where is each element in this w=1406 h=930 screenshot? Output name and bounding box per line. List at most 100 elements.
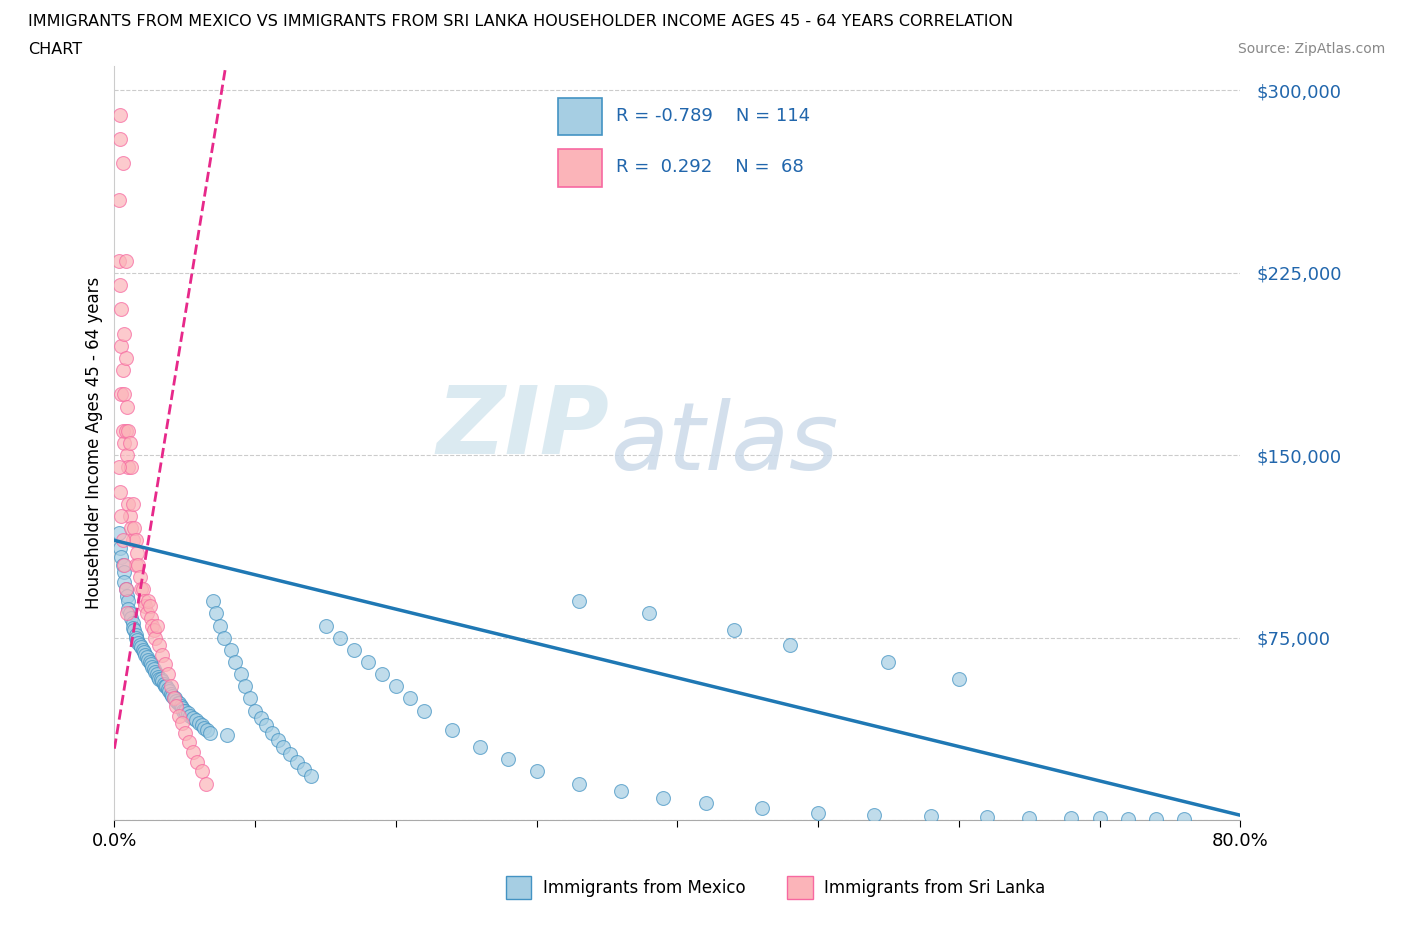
Point: [132, 593, 155, 608]
Point: [112, 435, 135, 450]
Point: [114, 581, 136, 596]
Point: [863, 808, 886, 823]
Point: [254, 718, 277, 733]
Point: [110, 509, 132, 524]
Point: [112, 326, 135, 341]
Point: [181, 711, 204, 725]
Point: [723, 623, 745, 638]
Point: [163, 691, 186, 706]
Point: [110, 550, 132, 565]
Point: [107, 193, 129, 207]
Point: [142, 623, 165, 638]
Point: [179, 708, 201, 723]
Point: [948, 671, 970, 686]
Point: [413, 703, 436, 718]
Point: [110, 339, 132, 353]
Point: [177, 735, 200, 750]
Point: [807, 805, 830, 820]
Point: [167, 696, 190, 711]
Point: [212, 631, 235, 645]
Point: [111, 156, 134, 171]
Point: [173, 725, 195, 740]
Point: [128, 638, 150, 653]
Point: [159, 679, 181, 694]
Point: [204, 606, 226, 621]
Point: [118, 509, 141, 524]
Point: [195, 723, 218, 737]
Point: [115, 399, 138, 414]
Point: [131, 643, 153, 658]
Point: [108, 540, 131, 555]
Point: [1173, 812, 1195, 827]
Point: [1018, 810, 1040, 825]
Point: [156, 682, 179, 697]
Point: [526, 764, 548, 779]
Point: [184, 713, 207, 728]
Point: [107, 460, 129, 475]
Point: [198, 725, 221, 740]
Point: [122, 623, 145, 638]
Point: [190, 764, 212, 779]
Point: [138, 655, 160, 670]
Point: [779, 638, 801, 653]
Text: R = -0.789    N = 114: R = -0.789 N = 114: [616, 107, 810, 126]
Point: [224, 655, 246, 670]
Point: [329, 631, 352, 645]
Point: [162, 691, 184, 706]
Point: [652, 790, 675, 805]
Point: [169, 698, 191, 713]
Point: [108, 132, 131, 147]
Point: [1116, 811, 1139, 826]
Text: R =  0.292    N =  68: R = 0.292 N = 68: [616, 158, 804, 177]
Point: [136, 652, 159, 667]
Point: [148, 671, 170, 686]
Point: [117, 423, 139, 438]
Point: [153, 657, 176, 671]
Point: [920, 809, 942, 824]
Point: [172, 703, 194, 718]
Point: [343, 643, 366, 658]
Point: [357, 655, 380, 670]
Point: [249, 711, 271, 725]
Point: [143, 664, 166, 679]
Point: [201, 593, 224, 608]
Point: [124, 628, 146, 643]
Point: [112, 565, 135, 579]
Point: [148, 638, 170, 653]
Point: [115, 589, 138, 604]
Point: [121, 616, 143, 631]
Point: [176, 706, 198, 721]
Point: [128, 569, 150, 584]
Point: [110, 302, 132, 317]
Point: [610, 783, 633, 798]
Point: [155, 679, 177, 694]
Point: [135, 650, 157, 665]
Point: [162, 691, 184, 706]
Point: [108, 107, 131, 122]
Point: [111, 533, 134, 548]
Point: [1060, 811, 1083, 826]
Y-axis label: Householder Income Ages 45 - 64 years: Householder Income Ages 45 - 64 years: [86, 277, 103, 609]
Point: [111, 557, 134, 572]
Point: [215, 727, 238, 742]
Point: [229, 667, 252, 682]
Point: [141, 618, 163, 633]
Point: [399, 691, 422, 706]
Point: [157, 684, 180, 698]
Point: [294, 762, 316, 777]
Point: [194, 777, 217, 791]
Point: [193, 720, 215, 735]
Point: [117, 497, 139, 512]
Text: IMMIGRANTS FROM MEXICO VS IMMIGRANTS FROM SRI LANKA HOUSEHOLDER INCOME AGES 45 -: IMMIGRANTS FROM MEXICO VS IMMIGRANTS FRO…: [28, 14, 1014, 29]
Point: [115, 448, 138, 463]
Point: [145, 618, 167, 633]
Point: [441, 723, 464, 737]
Text: ZIP: ZIP: [437, 382, 610, 474]
Point: [134, 647, 156, 662]
Point: [638, 606, 661, 621]
Point: [135, 606, 157, 621]
Point: [165, 698, 187, 713]
Point: [470, 739, 492, 754]
Point: [114, 351, 136, 365]
Point: [134, 599, 156, 614]
